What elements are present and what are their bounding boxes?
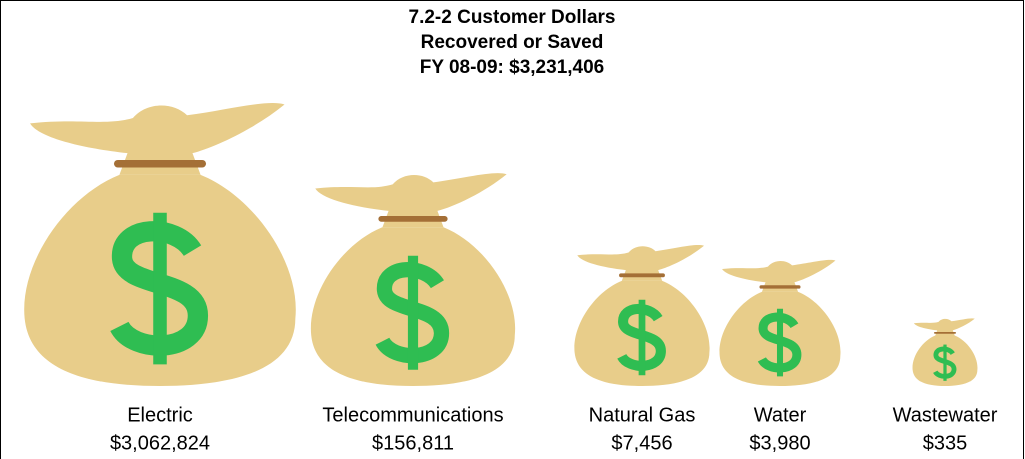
chart-title: 7.2-2 Customer Dollars [409, 7, 616, 28]
bag-tie [619, 273, 665, 278]
bag-top [315, 173, 507, 228]
value-label: $3,980 [749, 432, 810, 454]
category-label: Natural Gas [589, 404, 696, 426]
value-label: $335 [923, 432, 968, 454]
bag-top [577, 245, 705, 281]
bag-tie [113, 159, 207, 168]
bag-top [30, 102, 285, 175]
chart-title: Recovered or Saved [421, 32, 604, 53]
bag-top [722, 259, 836, 292]
bag-top [913, 318, 975, 336]
money-bag [719, 259, 841, 386]
value-label: $3,062,824 [110, 432, 210, 454]
money-bag [574, 245, 710, 386]
money-bag [24, 102, 296, 386]
category-label: Water [754, 404, 807, 426]
bag-tie [933, 331, 957, 334]
bag-tie [378, 215, 448, 222]
money-bag [912, 318, 978, 386]
bag-tie [759, 285, 801, 289]
money-bag [310, 173, 516, 386]
category-label: Telecommunications [322, 404, 503, 426]
category-label: Wastewater [893, 404, 998, 426]
value-label: $156,811 [372, 432, 454, 454]
chart-subtitle: FY 08-09: $3,231,406 [420, 57, 605, 78]
category-label: Electric [127, 404, 193, 426]
value-label: $7,456 [611, 432, 672, 454]
